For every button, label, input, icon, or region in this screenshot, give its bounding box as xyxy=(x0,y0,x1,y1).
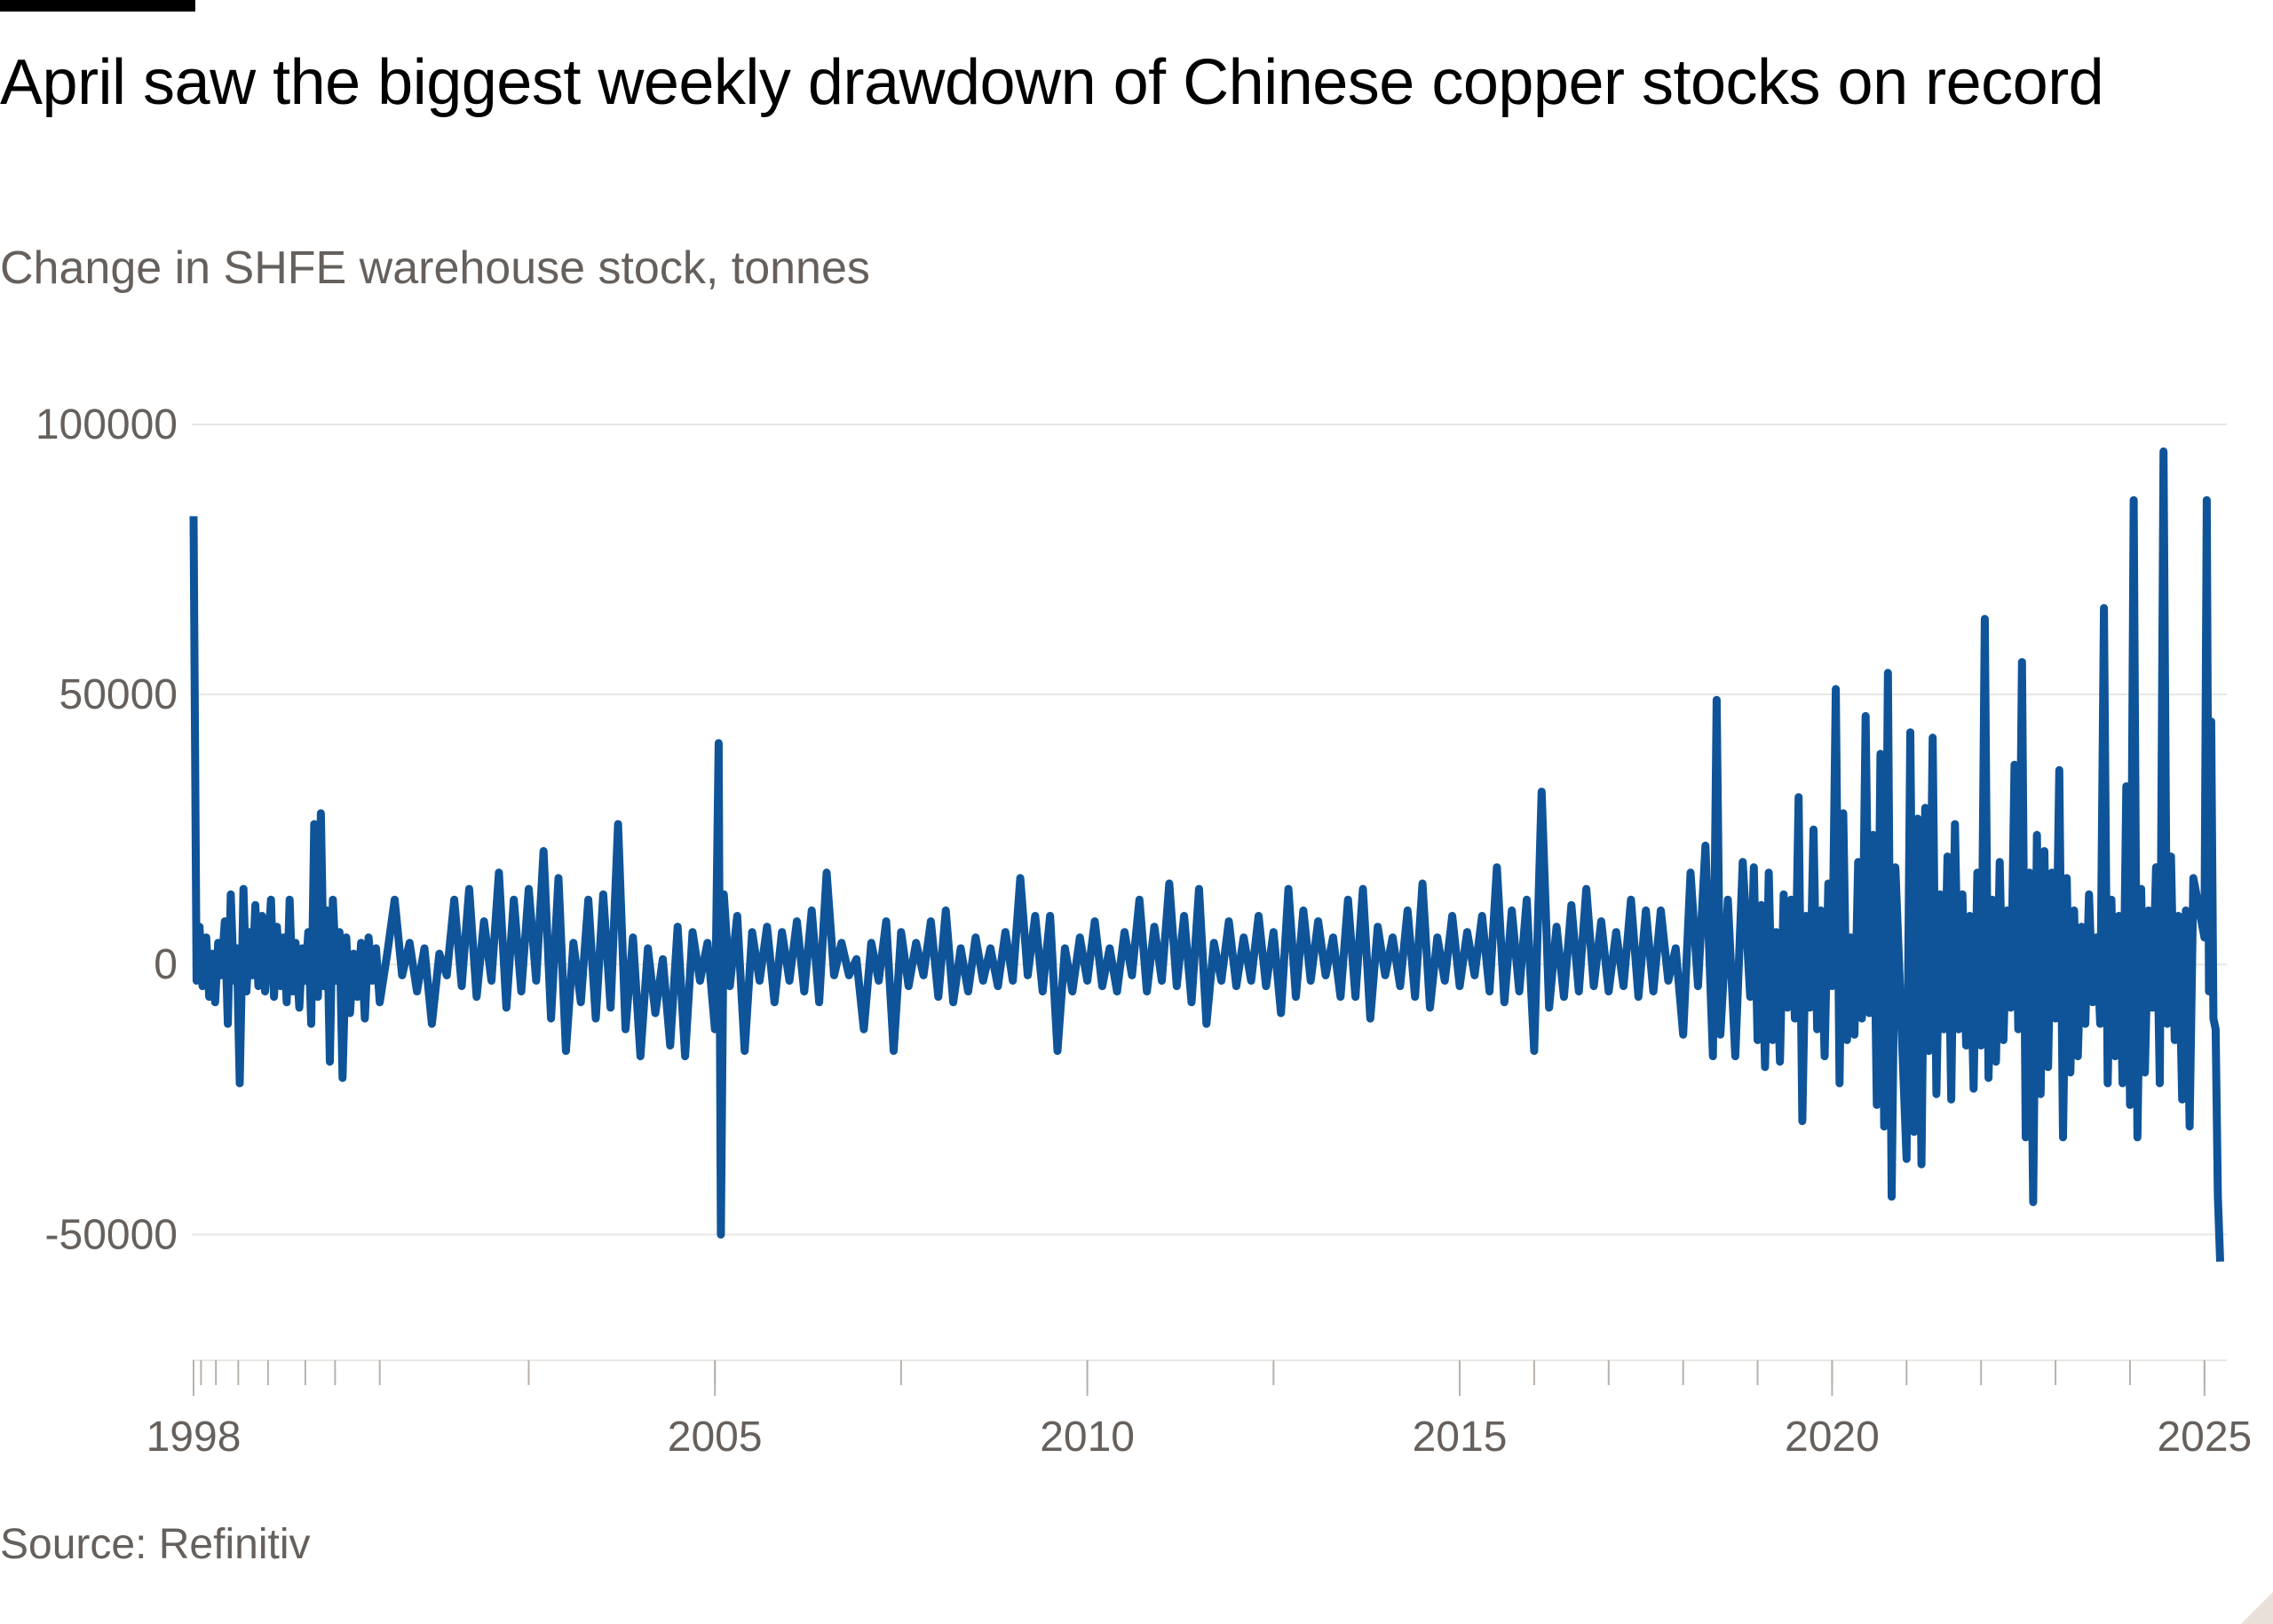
chart-title: April saw the biggest weekly drawdown of… xyxy=(0,47,2104,118)
y-tick-label: 50000 xyxy=(59,671,178,718)
corner-fold xyxy=(2241,1592,2273,1624)
x-tick-label: 1998 xyxy=(147,1414,242,1461)
y-tick-label: 0 xyxy=(154,941,178,988)
x-tick-label: 2020 xyxy=(1785,1414,1880,1461)
chart-subtitle: Change in SHFE warehouse stock, tonnes xyxy=(0,242,870,294)
series-line xyxy=(189,447,2224,1262)
line-chart: 100000 50000 0 -50000 1998 2005 2010 2015 2020 2… xyxy=(36,401,2252,1461)
x-tick-label: 2010 xyxy=(1040,1414,1135,1461)
x-tick-label: 2015 xyxy=(1413,1414,1508,1461)
source-note: Source: Refinitiv xyxy=(0,1521,311,1568)
y-tick-label: 100000 xyxy=(36,401,178,448)
brand-top-bar xyxy=(0,0,195,12)
y-axis: 100000 50000 0 -50000 xyxy=(36,401,178,1258)
y-tick-label: -50000 xyxy=(45,1211,178,1258)
x-tick-label: 2025 xyxy=(2157,1414,2252,1461)
series-layer xyxy=(189,447,2224,1262)
x-axis: 1998 2005 2010 2015 2020 2025 xyxy=(147,1359,2252,1461)
x-tick-label: 2005 xyxy=(668,1414,763,1461)
